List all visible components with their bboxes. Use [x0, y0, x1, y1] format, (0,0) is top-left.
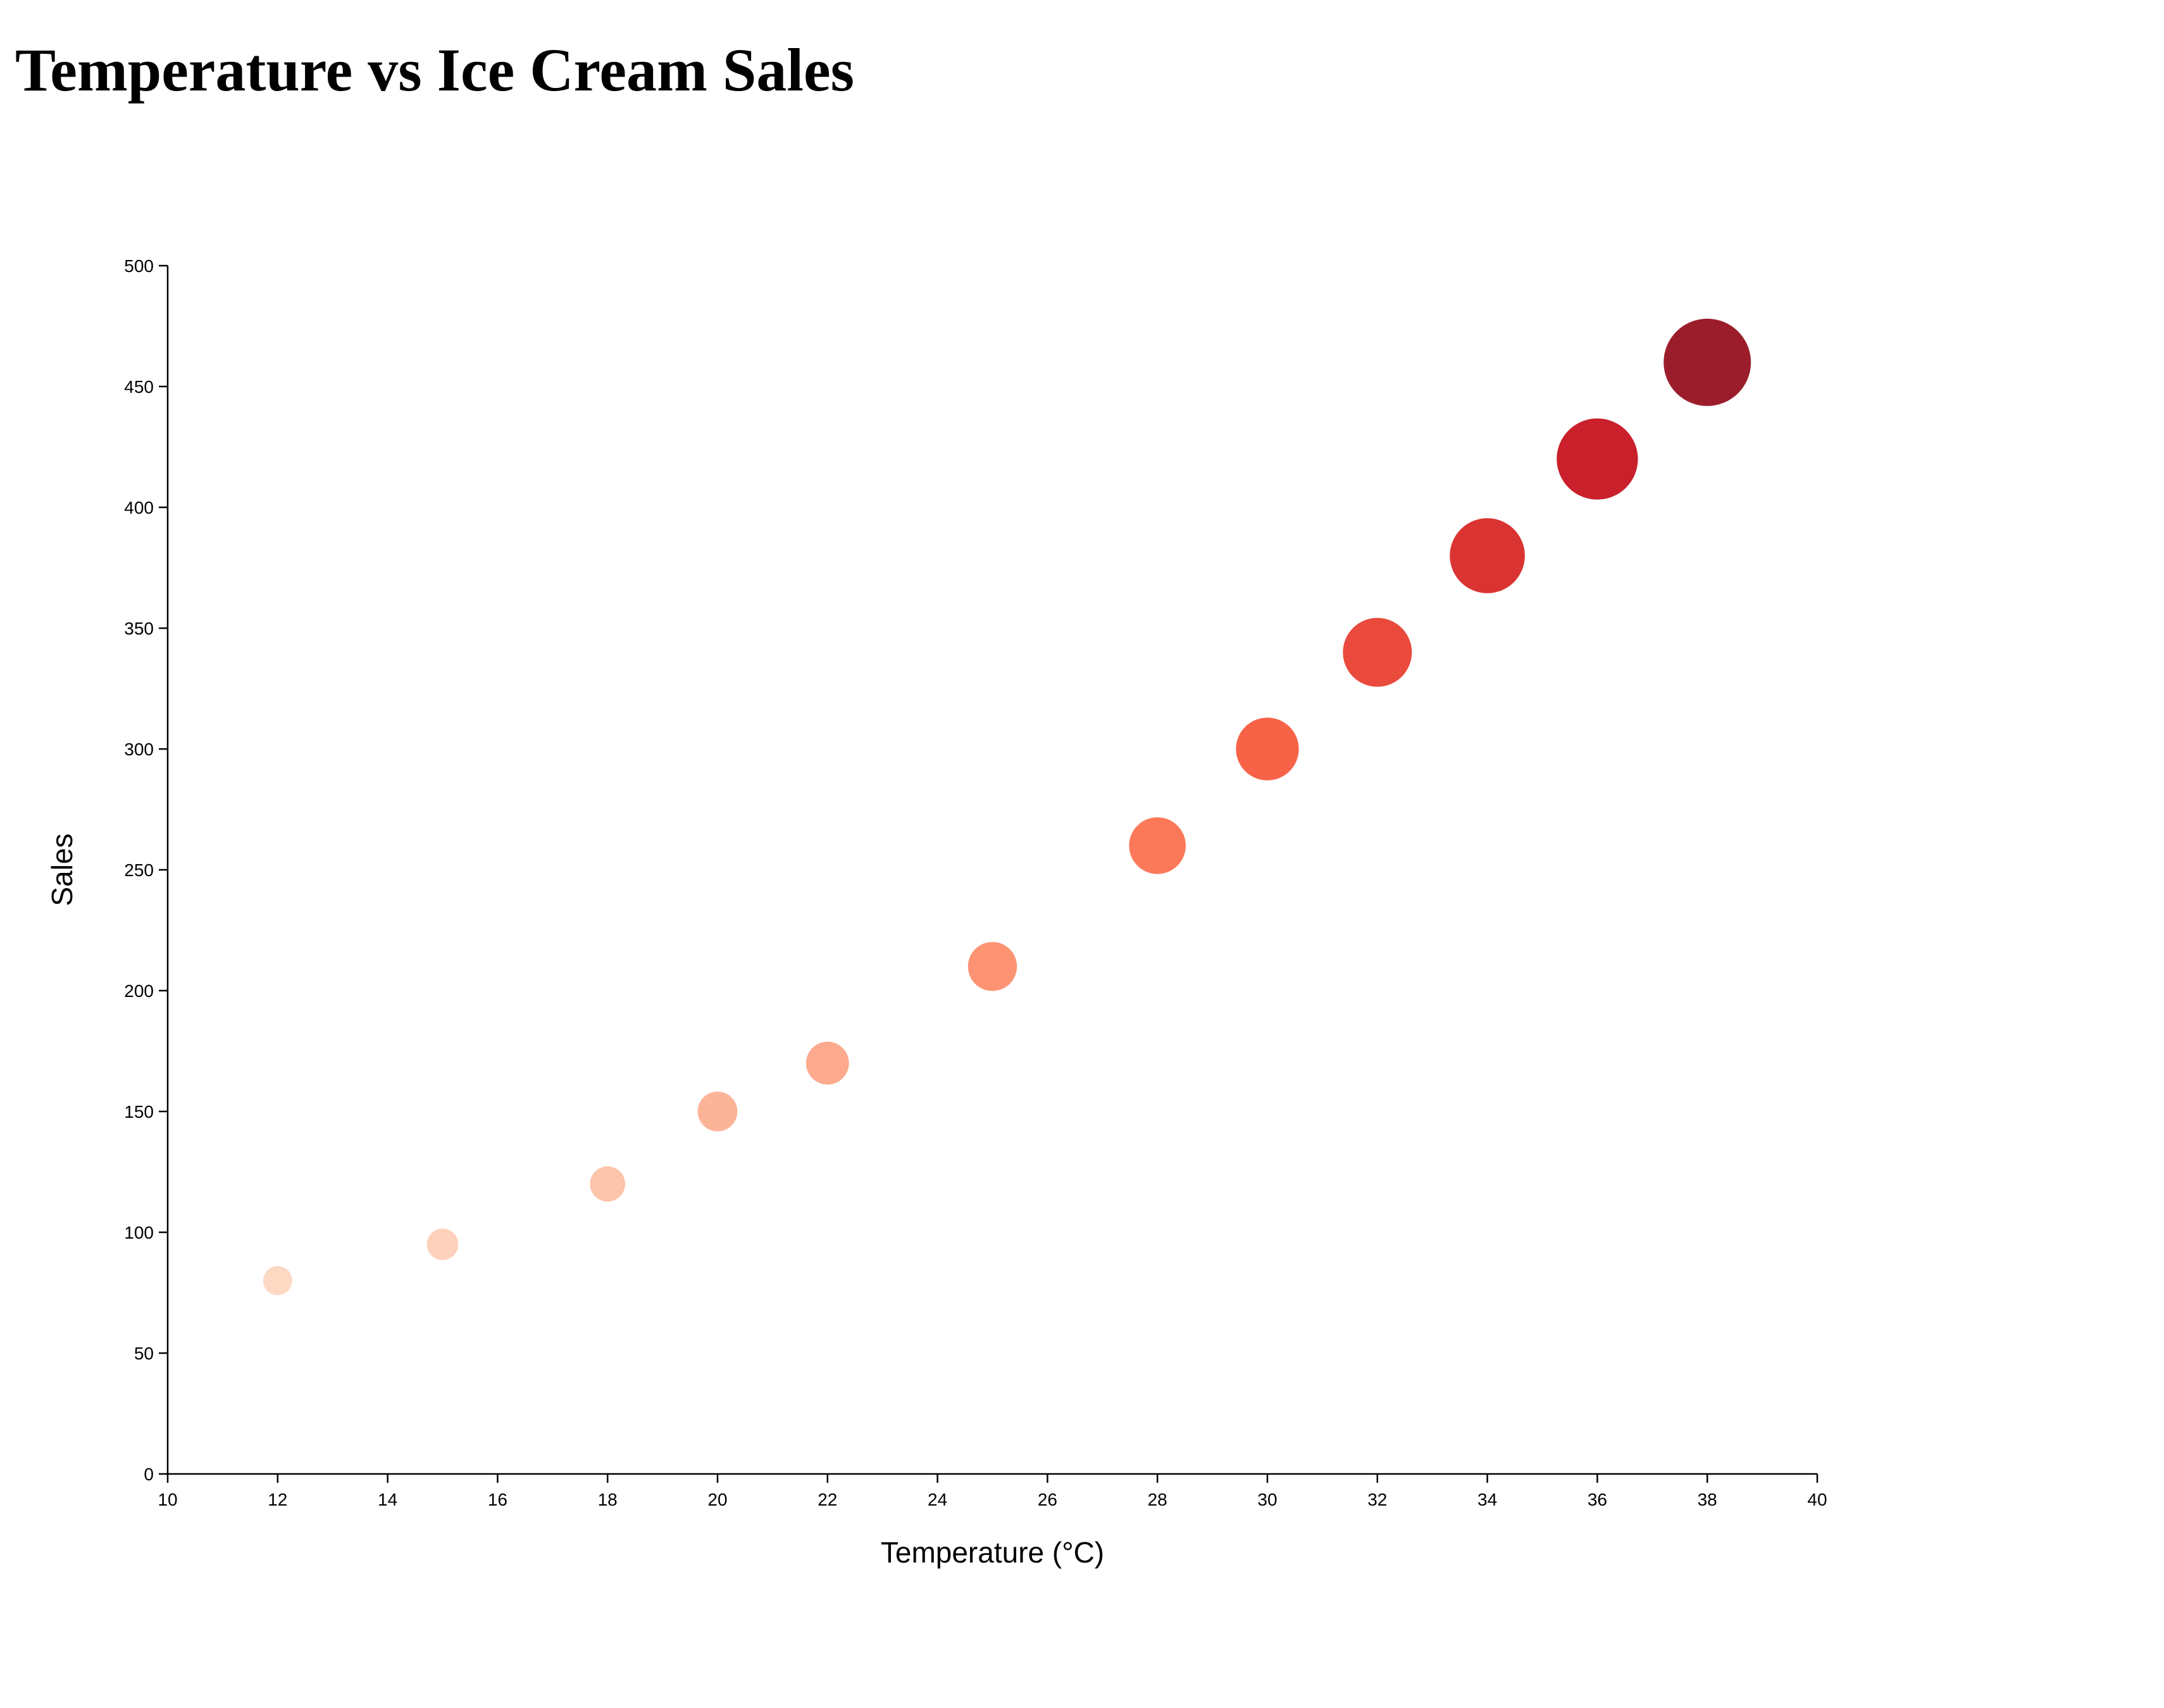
y-tick-label: 200	[124, 981, 154, 1001]
y-tick-label: 500	[124, 256, 154, 276]
x-tick-label: 20	[707, 1490, 727, 1509]
y-tick-label: 150	[124, 1102, 154, 1122]
y-tick-label: 300	[124, 740, 154, 759]
y-tick-label: 250	[124, 860, 154, 880]
y-tick-label: 350	[124, 619, 154, 638]
x-tick-label: 38	[1698, 1490, 1717, 1509]
x-tick-label: 32	[1367, 1490, 1387, 1509]
y-tick-label: 100	[124, 1223, 154, 1242]
data-point	[1450, 518, 1525, 593]
x-tick-label: 36	[1588, 1490, 1607, 1509]
y-tick-label: 50	[134, 1344, 154, 1363]
y-axis-title: Sales	[46, 833, 78, 906]
x-tick-label: 26	[1038, 1490, 1057, 1509]
x-tick-label: 30	[1257, 1490, 1277, 1509]
page-title: Temperature vs Ice Cream Sales	[15, 36, 854, 104]
x-tick-label: 14	[378, 1490, 397, 1509]
plot-area	[263, 318, 1751, 1296]
x-tick-label: 34	[1477, 1490, 1497, 1509]
data-point	[697, 1091, 738, 1132]
data-point	[805, 1041, 849, 1085]
x-tick-label: 24	[928, 1490, 947, 1509]
x-tick-label: 18	[598, 1490, 618, 1509]
y-tick-label: 450	[124, 377, 154, 397]
x-tick-label: 22	[818, 1490, 837, 1509]
data-point	[1343, 617, 1412, 687]
data-point	[263, 1266, 292, 1296]
data-point	[1129, 817, 1186, 874]
x-axis: 10 12 14 16 18 20 22 24 26 28 30 32 34 36 38 40	[158, 1473, 1827, 1509]
x-tick-label: 12	[268, 1490, 287, 1509]
y-tick-label: 400	[124, 498, 154, 517]
x-tick-label: 28	[1148, 1490, 1167, 1509]
data-point	[590, 1166, 626, 1202]
data-point	[967, 942, 1017, 991]
x-tick-label: 40	[1807, 1490, 1827, 1509]
data-point	[1557, 418, 1638, 500]
x-tick-label: 16	[488, 1490, 507, 1509]
x-tick-label: 10	[158, 1490, 177, 1509]
data-points	[263, 318, 1751, 1296]
data-point	[426, 1228, 459, 1260]
x-axis-title: Temperature (°C)	[881, 1536, 1104, 1569]
data-point	[1663, 318, 1751, 406]
data-point	[1236, 717, 1299, 781]
y-tick-label: 0	[144, 1464, 154, 1484]
y-axis: 0 50 100 150 200 250 300 350 400 450 500	[124, 256, 169, 1484]
